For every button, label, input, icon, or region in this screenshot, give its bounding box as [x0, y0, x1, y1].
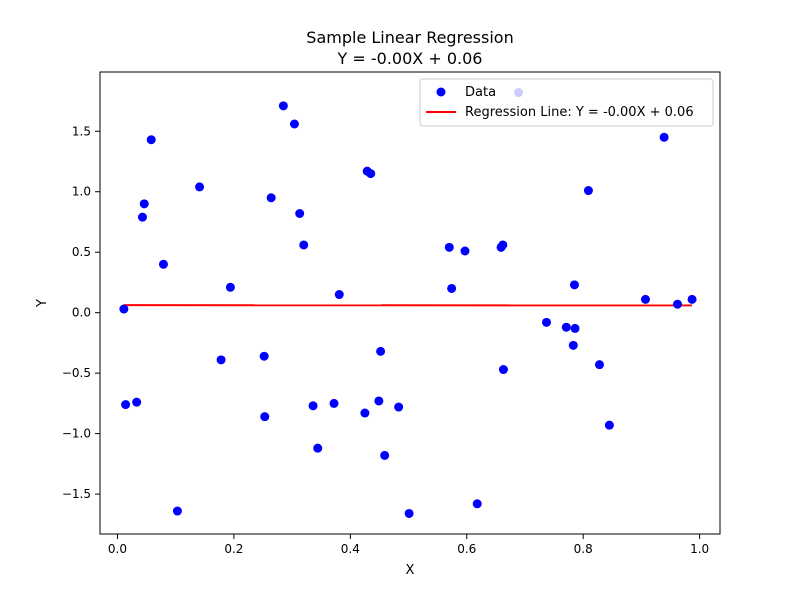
legend-data-label: Data: [465, 85, 496, 100]
data-point-19: [313, 444, 322, 453]
data-point-31: [447, 284, 456, 293]
legend-data-marker: [437, 88, 446, 97]
data-point-17: [299, 240, 308, 249]
data-point-40: [569, 341, 578, 350]
data-point-1: [121, 400, 130, 409]
data-point-47: [660, 133, 669, 142]
chart-title: Sample Linear Regression: [306, 28, 513, 47]
data-point-20: [330, 399, 339, 408]
x-axis-label: X: [406, 563, 415, 578]
data-point-3: [138, 213, 147, 222]
data-point-26: [376, 347, 385, 356]
data-point-6: [159, 260, 168, 269]
data-point-5: [147, 135, 156, 144]
data-point-38: [542, 318, 551, 327]
data-point-15: [290, 120, 299, 129]
y-axis-label: Y: [35, 299, 50, 308]
data-point-43: [584, 186, 593, 195]
data-point-2: [132, 398, 141, 407]
y-tick-label-6: 1.5: [72, 124, 91, 138]
x-tick-label-5: 1.0: [690, 542, 709, 556]
data-point-28: [394, 403, 403, 412]
y-tick-label-5: 1.0: [72, 185, 91, 199]
chart-subtitle: Y = -0.00X + 0.06: [337, 49, 483, 68]
data-point-14: [279, 101, 288, 110]
data-point-12: [260, 412, 269, 421]
data-point-46: [641, 295, 650, 304]
data-point-9: [217, 355, 226, 364]
data-point-44: [595, 360, 604, 369]
data-point-10: [226, 283, 235, 292]
data-point-36: [499, 365, 508, 374]
data-point-4: [140, 199, 149, 208]
legend-line-label: Regression Line: Y = -0.00X + 0.06: [465, 105, 694, 120]
data-point-29: [405, 509, 414, 518]
data-point-16: [295, 209, 304, 218]
y-tick-label-0: −1.5: [62, 487, 91, 501]
data-point-18: [309, 401, 318, 410]
data-point-49: [688, 295, 697, 304]
data-point-22: [360, 409, 369, 418]
data-point-48: [673, 300, 682, 309]
x-tick-label-1: 0.2: [224, 542, 243, 556]
data-point-32: [461, 246, 470, 255]
legend: Data Regression Line: Y = -0.00X + 0.06: [420, 79, 713, 126]
x-tick-label-3: 0.6: [457, 542, 476, 556]
data-point-21: [335, 290, 344, 299]
data-point-42: [571, 324, 580, 333]
data-point-8: [195, 182, 204, 191]
data-point-7: [173, 507, 182, 516]
y-tick-label-3: 0.0: [72, 306, 91, 320]
data-point-25: [374, 396, 383, 405]
data-point-39: [562, 323, 571, 332]
data-point-0: [119, 305, 128, 314]
y-tick-label-4: 0.5: [72, 245, 91, 259]
y-tick-label-1: −1.0: [62, 427, 91, 441]
y-tick-label-2: −0.5: [62, 366, 91, 380]
x-tick-label-0: 0.0: [108, 542, 127, 556]
data-point-24: [366, 169, 375, 178]
data-point-41: [570, 280, 579, 289]
x-tick-label-2: 0.4: [341, 542, 360, 556]
x-tick-label-4: 0.8: [574, 542, 593, 556]
data-point-35: [498, 240, 507, 249]
data-point-30: [445, 243, 454, 252]
data-point-45: [605, 421, 614, 430]
data-point-13: [267, 193, 276, 202]
data-point-33: [473, 499, 482, 508]
data-point-27: [380, 451, 389, 460]
data-point-11: [260, 352, 269, 361]
